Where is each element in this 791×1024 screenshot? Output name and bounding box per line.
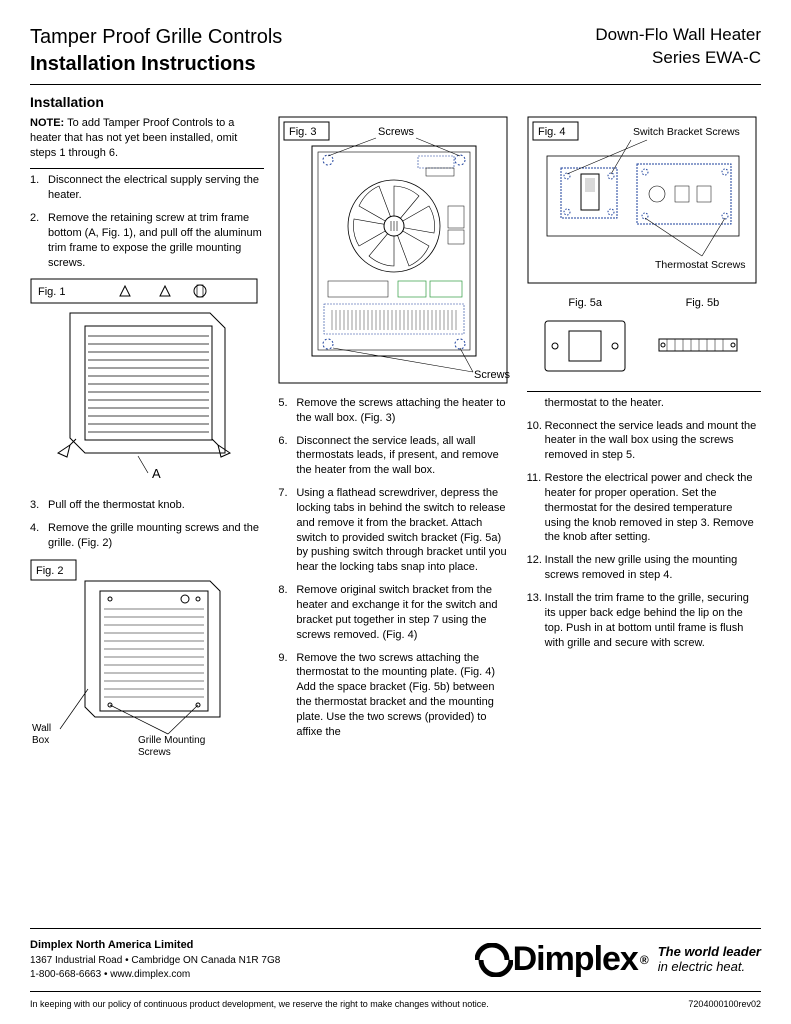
title-block: Tamper Proof Grille Controls Installatio…	[30, 24, 282, 78]
step-13: Install the trim frame to the grille, se…	[527, 591, 761, 650]
steps-5-9: Remove the screws attaching the heater t…	[278, 396, 512, 740]
figure-1: Fig. 1	[30, 278, 264, 488]
fig4-switch: Switch Bracket Screws	[633, 126, 740, 138]
footer-top: Dimplex North America Limited 1367 Indus…	[30, 937, 761, 983]
company-address: 1367 Industrial Road • Cambridge ON Cana…	[30, 954, 280, 968]
company-name: Dimplex North America Limited	[30, 938, 280, 953]
footer-line: In keeping with our policy of continuous…	[30, 998, 761, 1010]
step-6: Disconnect the service leads, all wall t…	[278, 434, 512, 479]
tagline: The world leader in electric heat.	[658, 945, 761, 975]
title-line2: Installation Instructions	[30, 51, 282, 78]
fig5-svg	[527, 311, 759, 381]
footer-company: Dimplex North America Limited 1367 Indus…	[30, 938, 280, 981]
step-1: Disconnect the electrical supply serving…	[30, 173, 264, 203]
note-rule	[30, 168, 264, 169]
section-title: Installation	[30, 93, 761, 112]
figure-3: Fig. 3 Screws	[278, 116, 512, 386]
step-8: Remove original switch bracket from the …	[278, 583, 512, 642]
fig5a-label: Fig. 5a	[568, 296, 602, 311]
fig3-screws-top: Screws	[378, 126, 415, 138]
fig1-A: A	[152, 466, 161, 481]
header-rule	[30, 84, 761, 85]
steps-10-13: Reconnect the service leads and mount th…	[527, 419, 761, 651]
product-line1: Down-Flo Wall Heater	[595, 24, 761, 47]
footer-rule-top	[30, 928, 761, 929]
fig4-thermo: Thermostat Screws	[655, 259, 745, 271]
step-7: Using a flathead screwdriver, depress th…	[278, 486, 512, 575]
fig3-label: Fig. 3	[289, 126, 317, 138]
column-2: Fig. 3 Screws	[278, 116, 512, 769]
footer: Dimplex North America Limited 1367 Indus…	[30, 924, 761, 1010]
company-contact: 1-800-668-6663 • www.dimplex.com	[30, 968, 280, 982]
fig1-label: Fig. 1	[38, 286, 66, 298]
fig2-wallbox: WallBox	[32, 723, 51, 747]
figure-4: Fig. 4 Switch Bracket Screws	[527, 116, 761, 286]
tagline-2: in electric heat.	[658, 959, 745, 974]
install-note: NOTE: To add Tamper Proof Controls to a …	[30, 116, 264, 161]
product-block: Down-Flo Wall Heater Series EWA-C	[595, 24, 761, 70]
steps-1-2: Disconnect the electrical supply serving…	[30, 173, 264, 270]
column-1: NOTE: To add Tamper Proof Controls to a …	[30, 116, 264, 769]
doc-number: 7204000100rev02	[688, 998, 761, 1010]
step-5: Remove the screws attaching the heater t…	[278, 396, 512, 426]
steps-3-4: Pull off the thermostat knob. Remove the…	[30, 498, 264, 551]
fig2-svg: Fig. 2	[30, 559, 260, 759]
step-3: Pull off the thermostat knob.	[30, 498, 264, 513]
fig1-svg: Fig. 1	[30, 278, 260, 488]
fig5-labels: Fig. 5a Fig. 5b	[527, 296, 761, 311]
disclaimer: In keeping with our policy of continuous…	[30, 998, 489, 1010]
figure-2: Fig. 2	[30, 559, 264, 759]
logo-reg-icon: ®	[640, 952, 648, 968]
body-columns: NOTE: To add Tamper Proof Controls to a …	[30, 116, 761, 769]
note-label: NOTE:	[30, 117, 64, 129]
logo-text: Dimplex	[513, 937, 638, 983]
fig5b-label: Fig. 5b	[686, 296, 720, 311]
logo-icon	[475, 943, 513, 977]
step-2: Remove the retaining screw at trim frame…	[30, 211, 264, 270]
col3-rule	[527, 391, 761, 392]
fig3-screws-bot: Screws	[474, 369, 510, 381]
footer-rule-bottom	[30, 991, 761, 992]
column-3: Fig. 4 Switch Bracket Screws	[527, 116, 761, 769]
step-11: Restore the electrical power and check t…	[527, 471, 761, 545]
page-header: Tamper Proof Grille Controls Installatio…	[30, 24, 761, 78]
step-9-continued: thermostat to the heater.	[527, 396, 761, 411]
fig3-svg: Fig. 3 Screws	[278, 116, 510, 386]
title-line1: Tamper Proof Grille Controls	[30, 24, 282, 51]
fig4-svg: Fig. 4 Switch Bracket Screws	[527, 116, 759, 286]
fig4-label: Fig. 4	[538, 126, 566, 138]
step-10: Reconnect the service leads and mount th…	[527, 419, 761, 464]
step-12: Install the new grille using the mountin…	[527, 553, 761, 583]
product-line2: Series EWA-C	[595, 47, 761, 70]
step-9: Remove the two screws attaching the ther…	[278, 651, 512, 740]
logo-block: Dimplex ® The world leader in electric h…	[475, 937, 761, 983]
fig2-label: Fig. 2	[36, 565, 64, 577]
step-4: Remove the grille mounting screws and th…	[30, 521, 264, 551]
tagline-1: The world leader	[658, 944, 761, 959]
fig2-screws: Grille MountingScrews	[138, 735, 205, 759]
figure-5: Fig. 5a Fig. 5b	[527, 296, 761, 381]
dimplex-logo: Dimplex ®	[475, 937, 648, 983]
